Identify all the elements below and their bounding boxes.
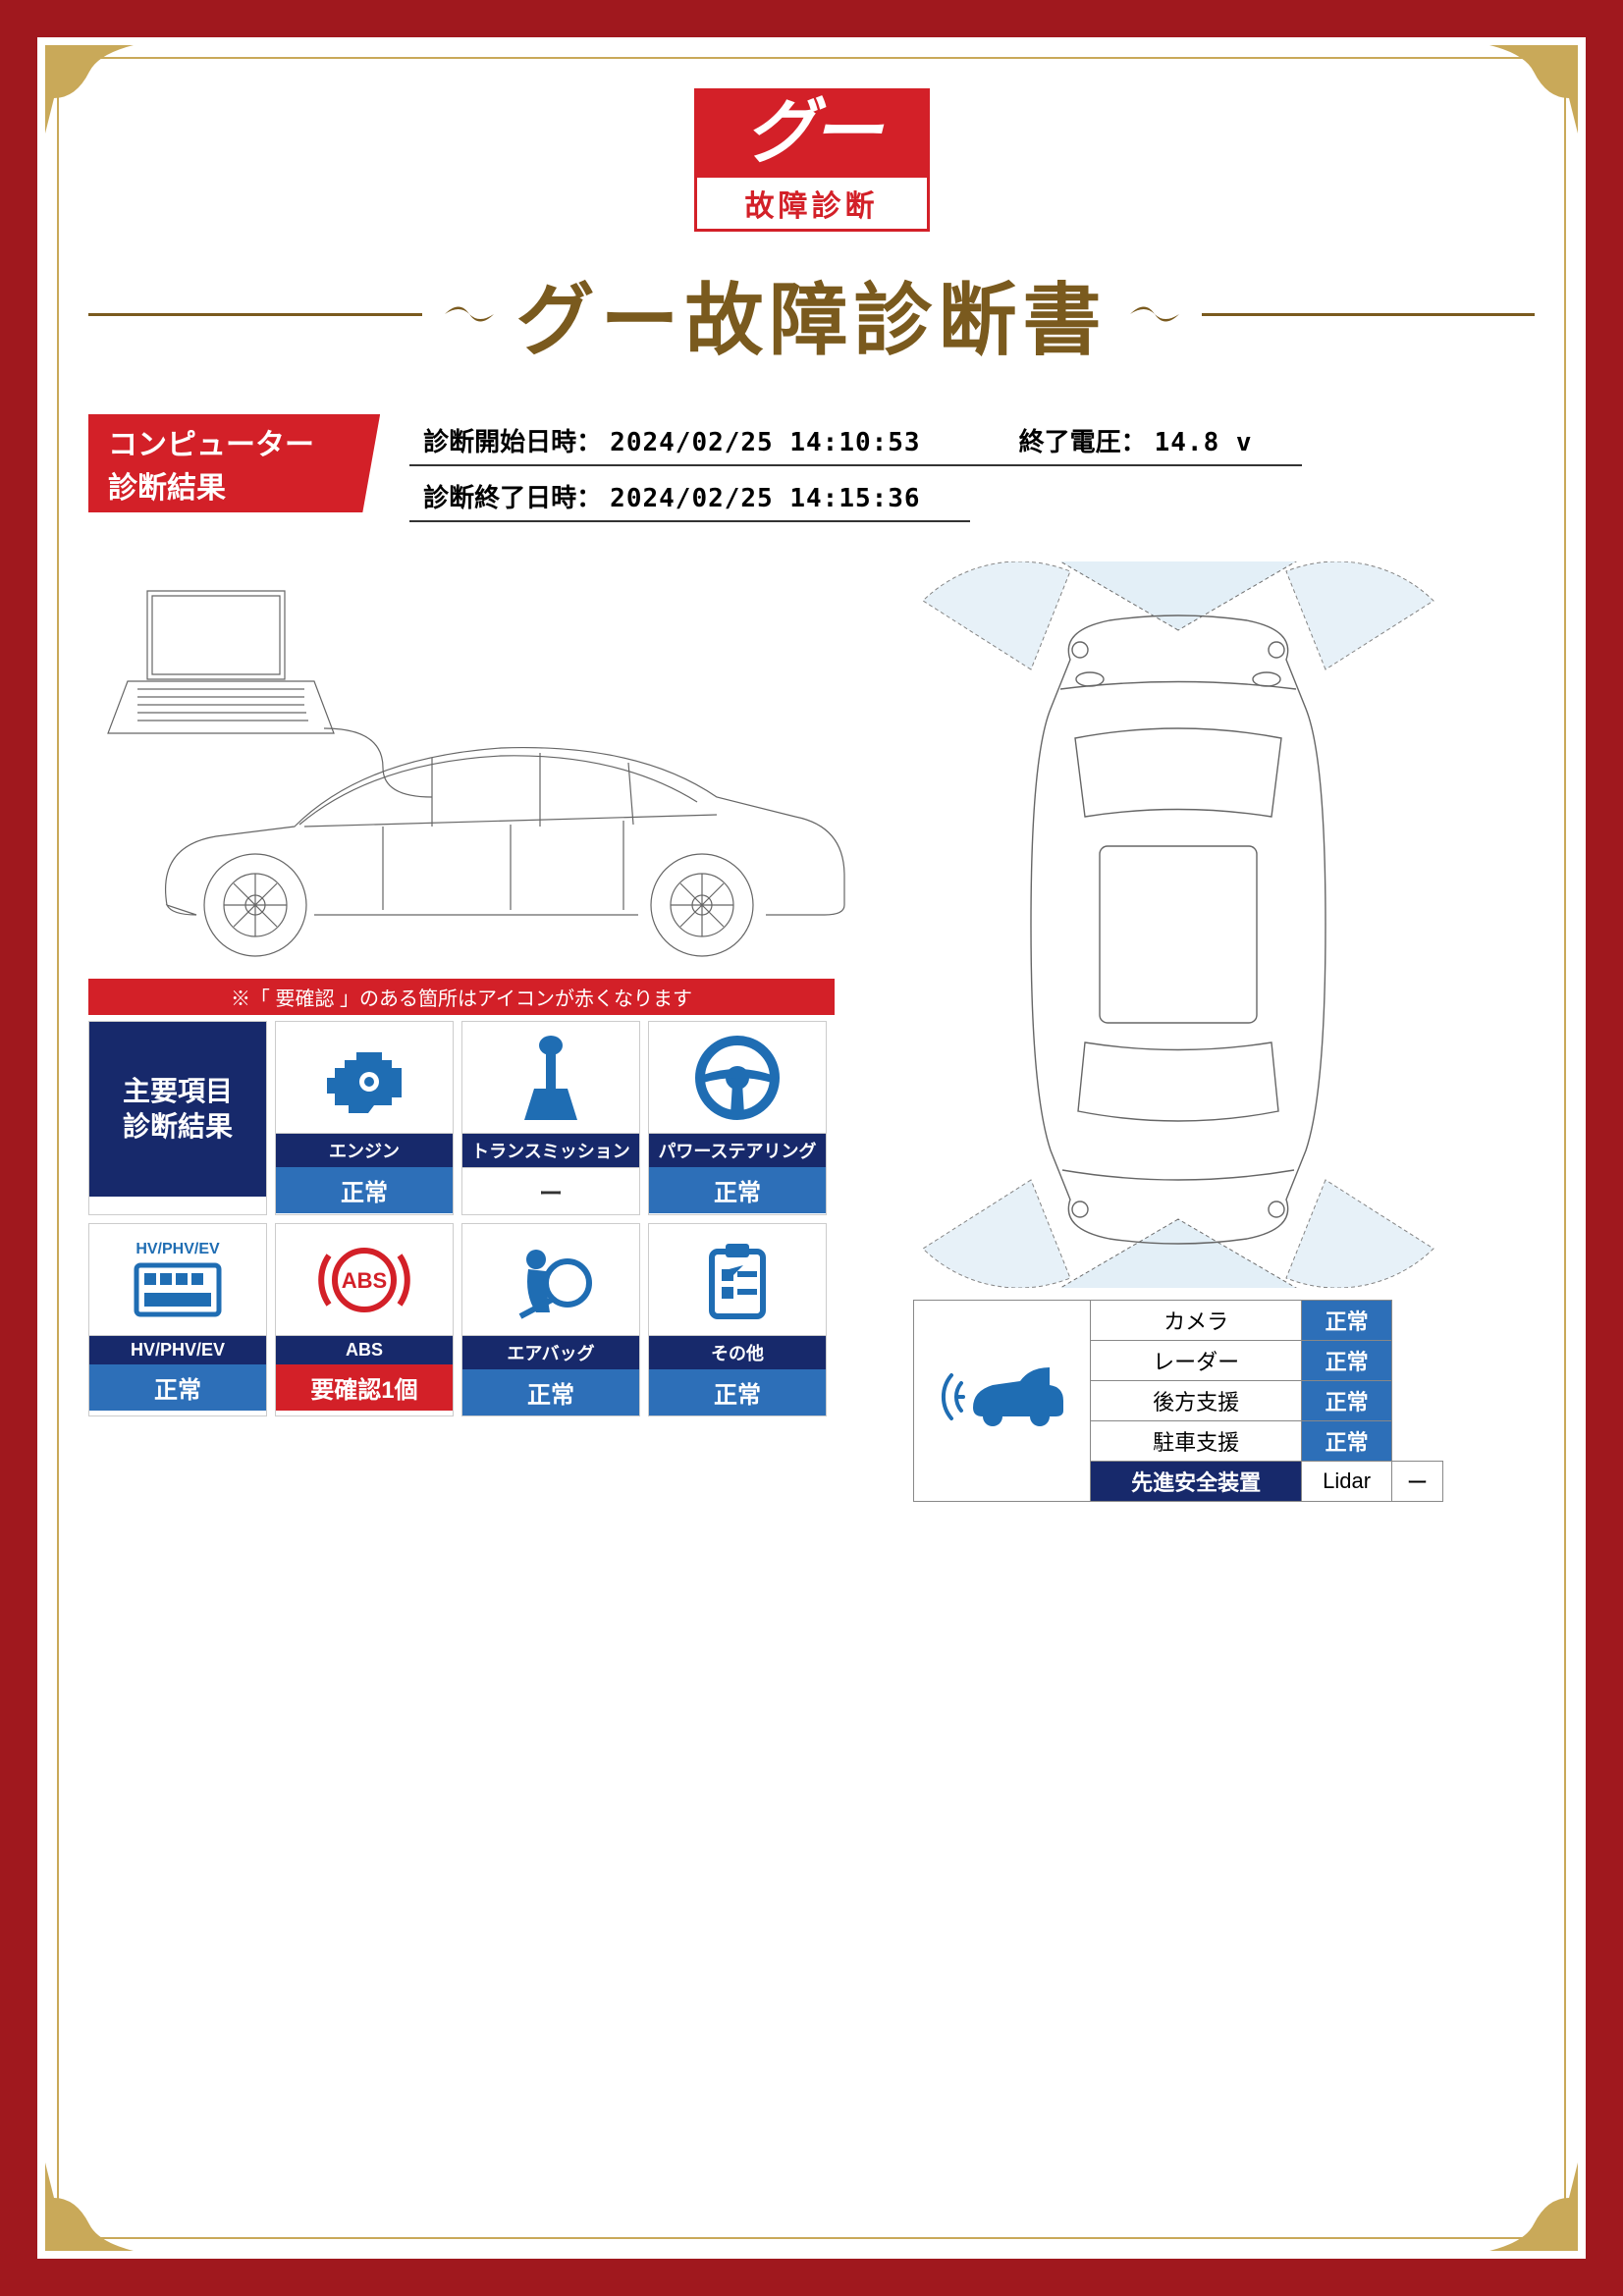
card-label: トランスミッション <box>462 1134 639 1167</box>
steering-icon <box>649 1022 826 1134</box>
safety-row-status: 正常 <box>1302 1381 1392 1421</box>
safety-table: カメラ 正常 レーダー 正常 後方支援 正常 駐車支援 正常 先進安全装置 <box>913 1300 1443 1502</box>
safety-row-label: 駐車支援 <box>1091 1421 1302 1462</box>
card-status: ー <box>462 1167 639 1214</box>
meta-row-2: 診断終了日時： 2024/02/25 14:15:36 <box>409 472 969 522</box>
safety-row-status: ー <box>1392 1462 1443 1502</box>
note-bar: ※「 要確認 」のある箇所はアイコンが赤くなります <box>88 979 835 1015</box>
card-label: ABS <box>276 1336 453 1364</box>
diagnostic-card: エンジン 正常 <box>275 1021 454 1215</box>
meta-block: コンピューター診断結果 診断開始日時： 2024/02/25 14:10:53 … <box>88 371 1535 522</box>
laptop-car-illustration-icon <box>88 561 874 974</box>
title-row: グー故障診断書 <box>88 257 1535 371</box>
safety-row-label: 後方支援 <box>1091 1381 1302 1421</box>
diagnostic-card: その他 正常 <box>648 1223 827 1416</box>
svg-text:ABS: ABS <box>342 1268 387 1293</box>
safety-row-label: レーダー <box>1091 1341 1302 1381</box>
page-title: グー故障診断書 <box>516 257 1108 371</box>
diagnostic-grid: 主要項目診断結果 エンジン 正常 トランスミッション ー パワーステアリング 正… <box>88 1021 835 1416</box>
abs-icon: ABS <box>276 1224 453 1336</box>
airbag-icon <box>462 1224 639 1336</box>
other-icon <box>649 1224 826 1336</box>
diagnostic-card: パワーステアリング 正常 <box>648 1021 827 1215</box>
grid-header-card: 主要項目診断結果 <box>88 1021 267 1215</box>
left-column: ※「 要確認 」のある箇所はアイコンが赤くなります 主要項目診断結果 エンジン … <box>88 561 874 1416</box>
voltage-label: 終了電圧： <box>1019 422 1147 458</box>
car-sensor-icon <box>934 1354 1071 1442</box>
card-label: パワーステアリング <box>649 1134 826 1167</box>
card-status: 正常 <box>276 1167 453 1213</box>
illustration-row: ※「 要確認 」のある箇所はアイコンが赤くなります 主要項目診断結果 エンジン … <box>88 561 1535 1502</box>
safety-row-label: Lidar <box>1302 1462 1392 1502</box>
card-status: 正常 <box>89 1364 266 1411</box>
card-status: 正常 <box>649 1369 826 1415</box>
diagnostic-card: エアバッグ 正常 <box>461 1223 640 1416</box>
card-status: 正常 <box>649 1167 826 1213</box>
card-label: エンジン <box>276 1134 453 1167</box>
diagnostic-card: HV/PHV/EV HV/PHV/EV 正常 <box>88 1223 267 1416</box>
logo-brand: グー <box>697 91 927 178</box>
diagnostic-card: トランスミッション ー <box>461 1021 640 1215</box>
end-label: 診断終了日時： <box>423 478 602 514</box>
meta-row-1: 診断開始日時： 2024/02/25 14:10:53 終了電圧： 14.8 v <box>409 416 1301 466</box>
safety-row-status: 正常 <box>1302 1341 1392 1381</box>
car-top-sensor-illustration-icon <box>913 561 1443 1288</box>
hv-icon: HV/PHV/EV <box>89 1224 266 1336</box>
grid-header-label: 主要項目診断結果 <box>89 1022 266 1197</box>
transmission-icon <box>462 1022 639 1134</box>
section-banner: コンピューター診断結果 <box>88 414 380 512</box>
card-label: エアバッグ <box>462 1336 639 1369</box>
start-label: 診断開始日時： <box>423 422 602 458</box>
logo-subtitle: 故障診断 <box>697 178 927 229</box>
safety-row-status: 正常 <box>1302 1301 1392 1341</box>
safety-row-status: 正常 <box>1302 1421 1392 1462</box>
right-column: カメラ 正常 レーダー 正常 後方支援 正常 駐車支援 正常 先進安全装置 <box>913 561 1443 1502</box>
safety-row-label: カメラ <box>1091 1301 1302 1341</box>
card-label: HV/PHV/EV <box>89 1336 266 1364</box>
card-status: 要確認1個 <box>276 1364 453 1411</box>
card-status: 正常 <box>462 1369 639 1415</box>
engine-icon <box>276 1022 453 1134</box>
safety-icon-cell <box>914 1301 1091 1502</box>
diagnostic-card: ABS ABS 要確認1個 <box>275 1223 454 1416</box>
content-area: グー 故障診断 グー故障診断書 コンピューター診断結果 診断開始日時： 2024… <box>88 88 1535 2208</box>
svg-text:HV/PHV/EV: HV/PHV/EV <box>135 1241 220 1257</box>
end-value: 2024/02/25 14:15:36 <box>610 484 920 513</box>
card-label: その他 <box>649 1336 826 1369</box>
start-value: 2024/02/25 14:10:53 <box>610 428 920 457</box>
flourish-right-icon <box>1125 299 1184 329</box>
voltage-value: 14.8 v <box>1155 428 1253 457</box>
safety-header: 先進安全装置 <box>1091 1462 1302 1502</box>
logo: グー 故障診断 <box>88 88 1535 232</box>
flourish-left-icon <box>440 299 499 329</box>
